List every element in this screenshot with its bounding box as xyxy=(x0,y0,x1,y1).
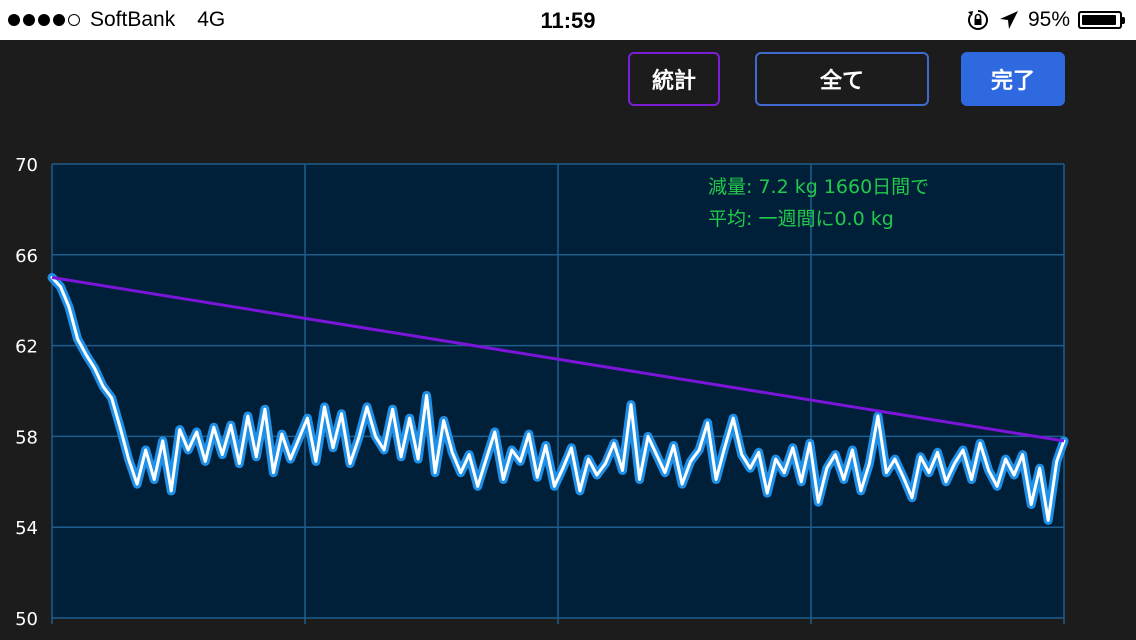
network-type: 4G xyxy=(197,8,226,31)
y-tick-label: 70 xyxy=(15,155,38,176)
weekly-average-annotation: 平均: 一週間に0.0 kg xyxy=(708,208,894,230)
status-left: SoftBank 4G xyxy=(8,8,225,32)
rotation-lock-icon xyxy=(967,10,988,30)
weight-loss-annotation: 減量: 7.2 kg 1660日間で xyxy=(708,176,929,198)
y-tick-label: 66 xyxy=(15,246,38,267)
signal-dot xyxy=(53,14,65,26)
stats-button[interactable]: 統計 xyxy=(628,52,720,106)
location-arrow-icon xyxy=(999,11,1018,29)
signal-dot xyxy=(8,14,20,26)
status-time: 11:59 xyxy=(540,8,596,33)
grid-lines xyxy=(51,163,1065,624)
carrier-name: SoftBank xyxy=(90,8,176,31)
signal-dot xyxy=(23,14,35,26)
signal-strength-icon xyxy=(8,14,80,26)
all-range-button[interactable]: 全て xyxy=(755,52,929,106)
battery-fill xyxy=(1082,15,1117,25)
y-tick-label: 62 xyxy=(15,337,38,358)
series-layer xyxy=(47,273,1069,525)
status-right: 95% xyxy=(966,8,1125,32)
done-button[interactable]: 完了 xyxy=(961,52,1065,106)
y-tick-label: 50 xyxy=(15,609,38,630)
trend-line xyxy=(51,276,1065,443)
y-axis-labels: 50 54 58 62 66 70 xyxy=(15,155,38,630)
signal-dot xyxy=(68,14,80,26)
battery-icon xyxy=(1078,11,1125,29)
battery-percent: 95% xyxy=(1027,8,1070,31)
status-bar: SoftBank 4G 11:59 95% xyxy=(0,0,1136,40)
signal-dot xyxy=(38,14,50,26)
weight-series-line xyxy=(50,276,1066,522)
y-tick-label: 54 xyxy=(15,518,38,539)
y-tick-label: 58 xyxy=(15,427,38,448)
